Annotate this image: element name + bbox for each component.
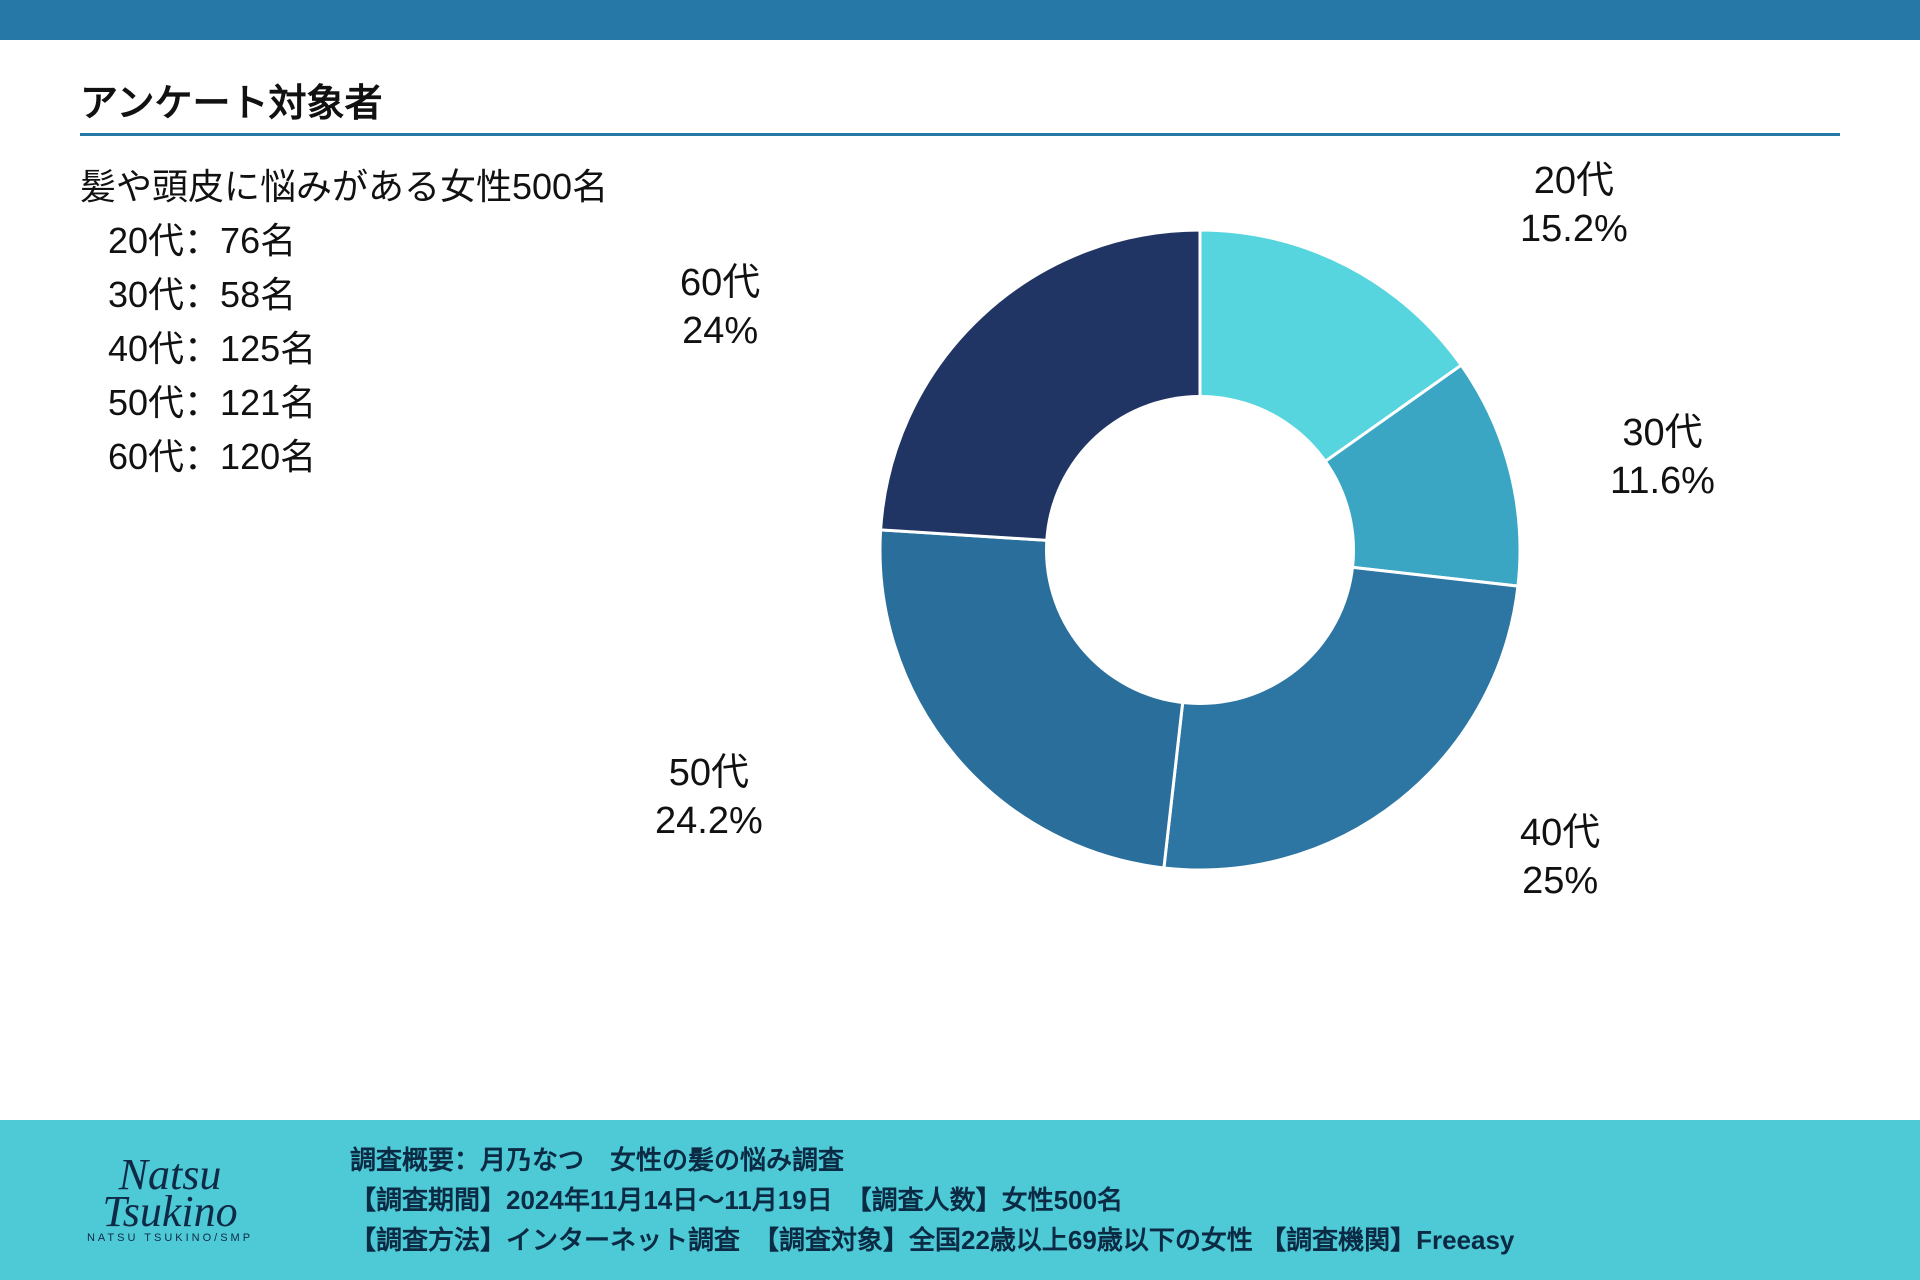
donut-chart: 20代 15.2% 30代 11.6% 40代 25% 50代 24.2% 60…: [600, 130, 1800, 1030]
footer-band: Natsu Tsukino NATSU TSUKINO/SMP 調査概要：月乃な…: [0, 1120, 1920, 1280]
title-block: アンケート対象者: [80, 72, 1840, 136]
slice-label-20s: 20代 15.2%: [1520, 158, 1628, 253]
description-line: 40代：125名: [108, 322, 608, 376]
description-line: 20代：76名: [108, 214, 608, 268]
logo-subtext: NATSU TSUKINO/SMP: [87, 1232, 253, 1244]
description-heading: 髪や頭皮に悩みがある女性500名: [80, 160, 608, 214]
logo: Natsu Tsukino NATSU TSUKINO/SMP: [0, 1120, 340, 1280]
description-line: 50代：121名: [108, 376, 608, 430]
footer-line: 調査概要：月乃なつ 女性の髪の悩み調査: [350, 1140, 1900, 1180]
footer-line: 【調査方法】インターネット調査 【調査対象】全国22歳以上69歳以下の女性 【調…: [350, 1220, 1900, 1260]
slice-label-30s: 30代 11.6%: [1610, 410, 1715, 505]
description-block: 髪や頭皮に悩みがある女性500名 20代：76名 30代：58名 40代：125…: [80, 160, 608, 484]
footer-text: 調査概要：月乃なつ 女性の髪の悩み調査 【調査期間】2024年11月14日〜11…: [340, 1132, 1920, 1269]
footer-line: 【調査期間】2024年11月14日〜11月19日 【調査人数】女性500名: [350, 1180, 1900, 1220]
slice-label-60s: 60代 24%: [680, 260, 760, 355]
logo-text: Natsu Tsukino: [102, 1156, 237, 1231]
description-line: 60代：120名: [108, 430, 608, 484]
donut-svg: [860, 210, 1540, 890]
description-line: 30代：58名: [108, 268, 608, 322]
page-title: アンケート対象者: [80, 72, 1840, 133]
top-band: [0, 0, 1920, 40]
description-lines: 20代：76名 30代：58名 40代：125名 50代：121名 60代：12…: [80, 214, 608, 484]
slice-label-40s: 40代 25%: [1520, 810, 1600, 905]
slice-label-50s: 50代 24.2%: [655, 750, 763, 845]
